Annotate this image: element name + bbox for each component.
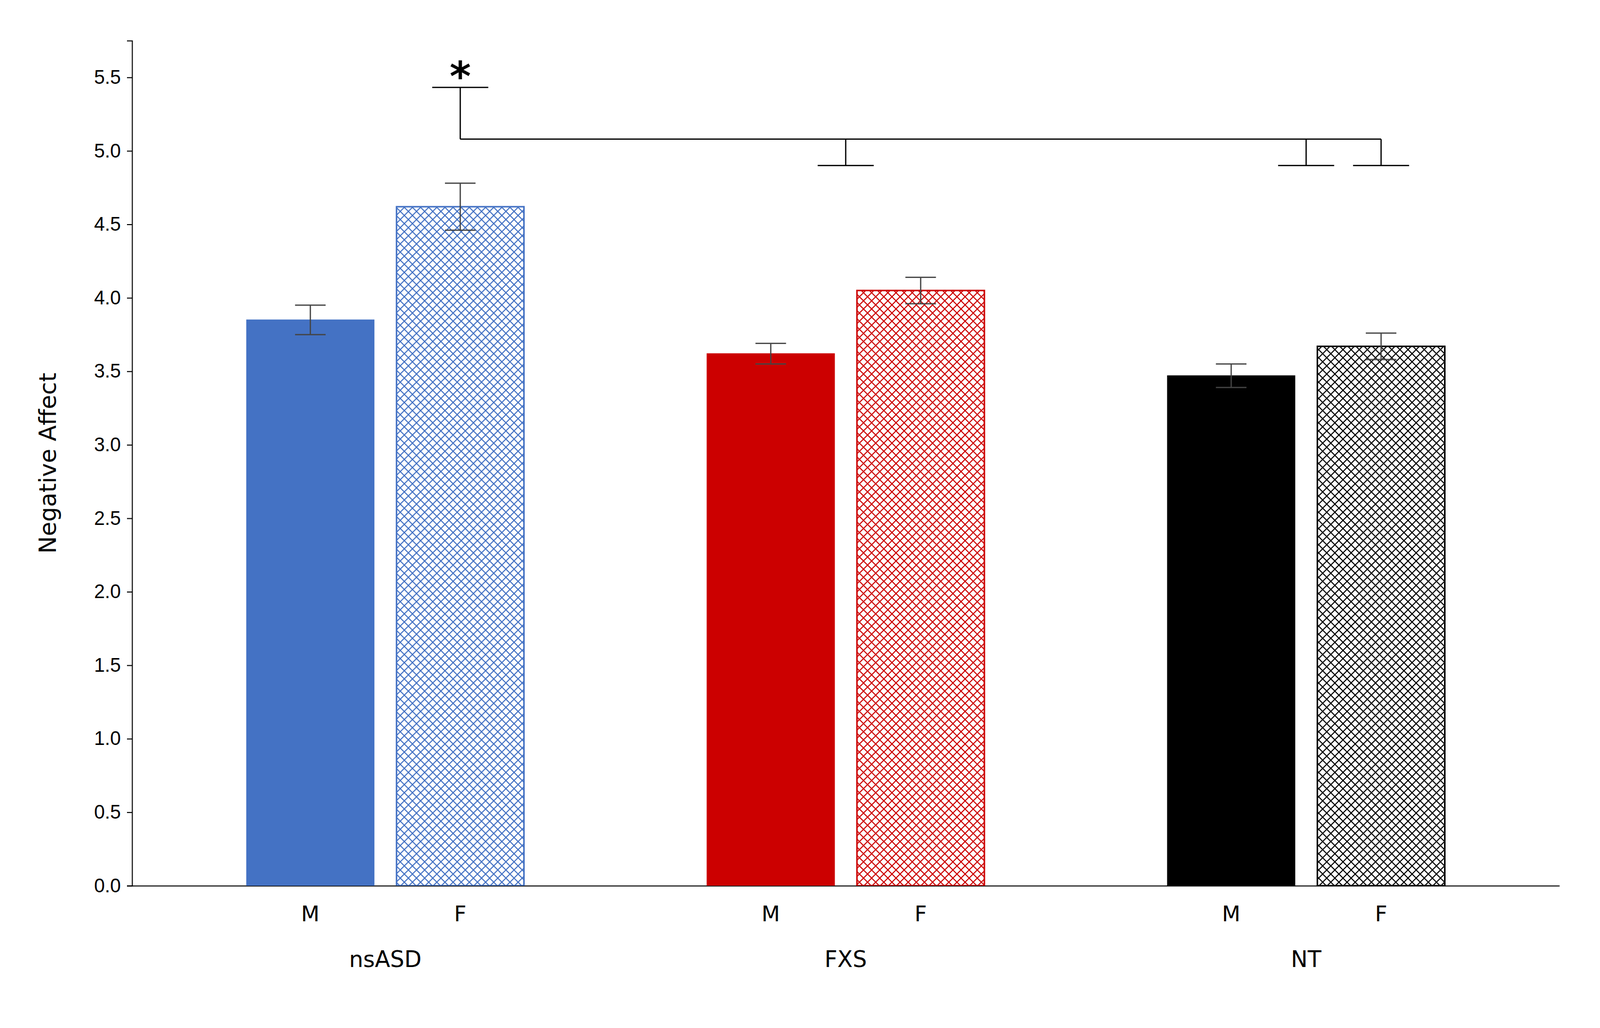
y-tick-mark [126,150,133,152]
error-bar-cap [755,342,786,345]
y-tick-mark [126,444,133,446]
error-bar-cap [755,363,786,365]
y-tick: 5.0 [93,140,133,162]
y-tick: 1.5 [93,654,133,676]
error-bar-cap [295,333,326,336]
error-bar-cap [444,182,476,184]
error-bar-cap [1365,332,1397,334]
y-axis-title: Negative Affect [34,372,62,554]
y-tick-mark [126,77,133,79]
bar [1167,375,1295,886]
y-tick-mark [126,517,133,519]
y-tick-mark [126,738,133,740]
y-tick-label: 1.5 [93,654,121,676]
bar [856,290,985,886]
error-bar-cap [1216,386,1247,389]
bar [1317,346,1446,886]
error-bar-cap [1365,358,1397,361]
bar-label: M [301,901,320,926]
y-tick-mark [126,664,133,666]
error-bar-stem [919,277,922,304]
bracket-horizontal [460,138,1382,141]
bar-label: F [914,901,927,926]
y-tick-label: 4.5 [93,213,121,235]
y-tick-label: 2.0 [93,580,121,602]
bracket-drop [1380,139,1383,166]
y-tick-label: 3.5 [93,360,121,382]
group-label: FXS [824,945,867,972]
error-bar [444,183,476,231]
error-bar [1216,363,1247,388]
y-tick: 3.5 [93,360,133,382]
error-bar-cap [905,276,936,278]
bracket-drop-cap [1277,165,1334,167]
y-tick-mark [126,811,133,813]
error-bar [295,305,326,335]
bar [707,353,835,886]
bracket-drop-cap [1353,165,1410,167]
plot: 0.0 0.5 1.0 1.5 2.0 2.5 3.0 3.5 4.0 4.5 5.0 5.5 M M M F… [93,41,1560,973]
y-tick: 3.0 [93,433,133,456]
bar [246,320,375,886]
marks [246,87,1446,886]
y-tick-label: 1.0 [93,727,121,749]
y-axis: 0.0 0.5 1.0 1.5 2.0 2.5 3.0 3.5 4.0 4.5 5.0 5.5 [93,41,133,896]
x-axis [132,885,1560,886]
y-tick: 1.0 [93,727,133,749]
bracket-drop-cap [817,165,874,167]
y-tick-mark [126,224,133,226]
error-bar-cap [444,229,476,232]
y-tick: 4.5 [93,213,133,235]
error-bar-cap [1216,363,1247,365]
error-bar-stem [1230,363,1233,388]
y-tick-mark [126,297,133,299]
error-bar [1365,333,1397,360]
chart: 0.0 0.5 1.0 1.5 2.0 2.5 3.0 3.5 4.0 4.5 5.0 5.5 M M M F… [0,0,1600,1028]
significance-star: * [449,52,471,101]
y-tick: 2.0 [93,580,133,602]
y-tick-mark [126,885,133,887]
error-bar [905,277,936,304]
significance-bracket [432,87,1410,166]
error-bar-stem [459,183,462,231]
y-tick-mark [126,370,133,372]
y-tick-label: 4.0 [93,286,121,309]
error-bar-cap [905,302,936,305]
y-tick-mark [126,591,133,593]
bar-label: F [454,901,467,926]
bar [396,206,525,886]
bracket-drop [845,139,847,166]
group-label: NT [1291,945,1322,972]
error-bar-stem [309,305,312,335]
y-tick: 0.5 [93,801,133,823]
bar-label: M [1222,901,1241,926]
error-bar-cap [295,304,326,306]
y-tick-label: 0.5 [93,801,121,823]
bar-label: M [761,901,780,926]
y-tick: 5.5 [93,66,133,88]
labels: M M M F F FnsASD FXS NT * [301,52,1388,972]
y-tick: 0.0 [93,874,133,896]
y-tick-label: 0.0 [93,874,121,896]
y-tick-label: 5.0 [93,140,121,162]
error-bar-stem [770,343,772,364]
error-bar [755,343,786,364]
y-tick-label: 2.5 [93,507,121,529]
bracket-drop [1305,139,1307,166]
bar-label: F [1374,901,1388,926]
y-tick: 2.5 [93,507,133,529]
y-tick-label: 3.0 [93,433,121,456]
y-axis-line [126,41,133,886]
y-tick: 4.0 [93,286,133,309]
group-label: nsASD [348,945,422,972]
y-tick-label: 5.5 [93,66,121,88]
error-bar-stem [1380,333,1383,360]
